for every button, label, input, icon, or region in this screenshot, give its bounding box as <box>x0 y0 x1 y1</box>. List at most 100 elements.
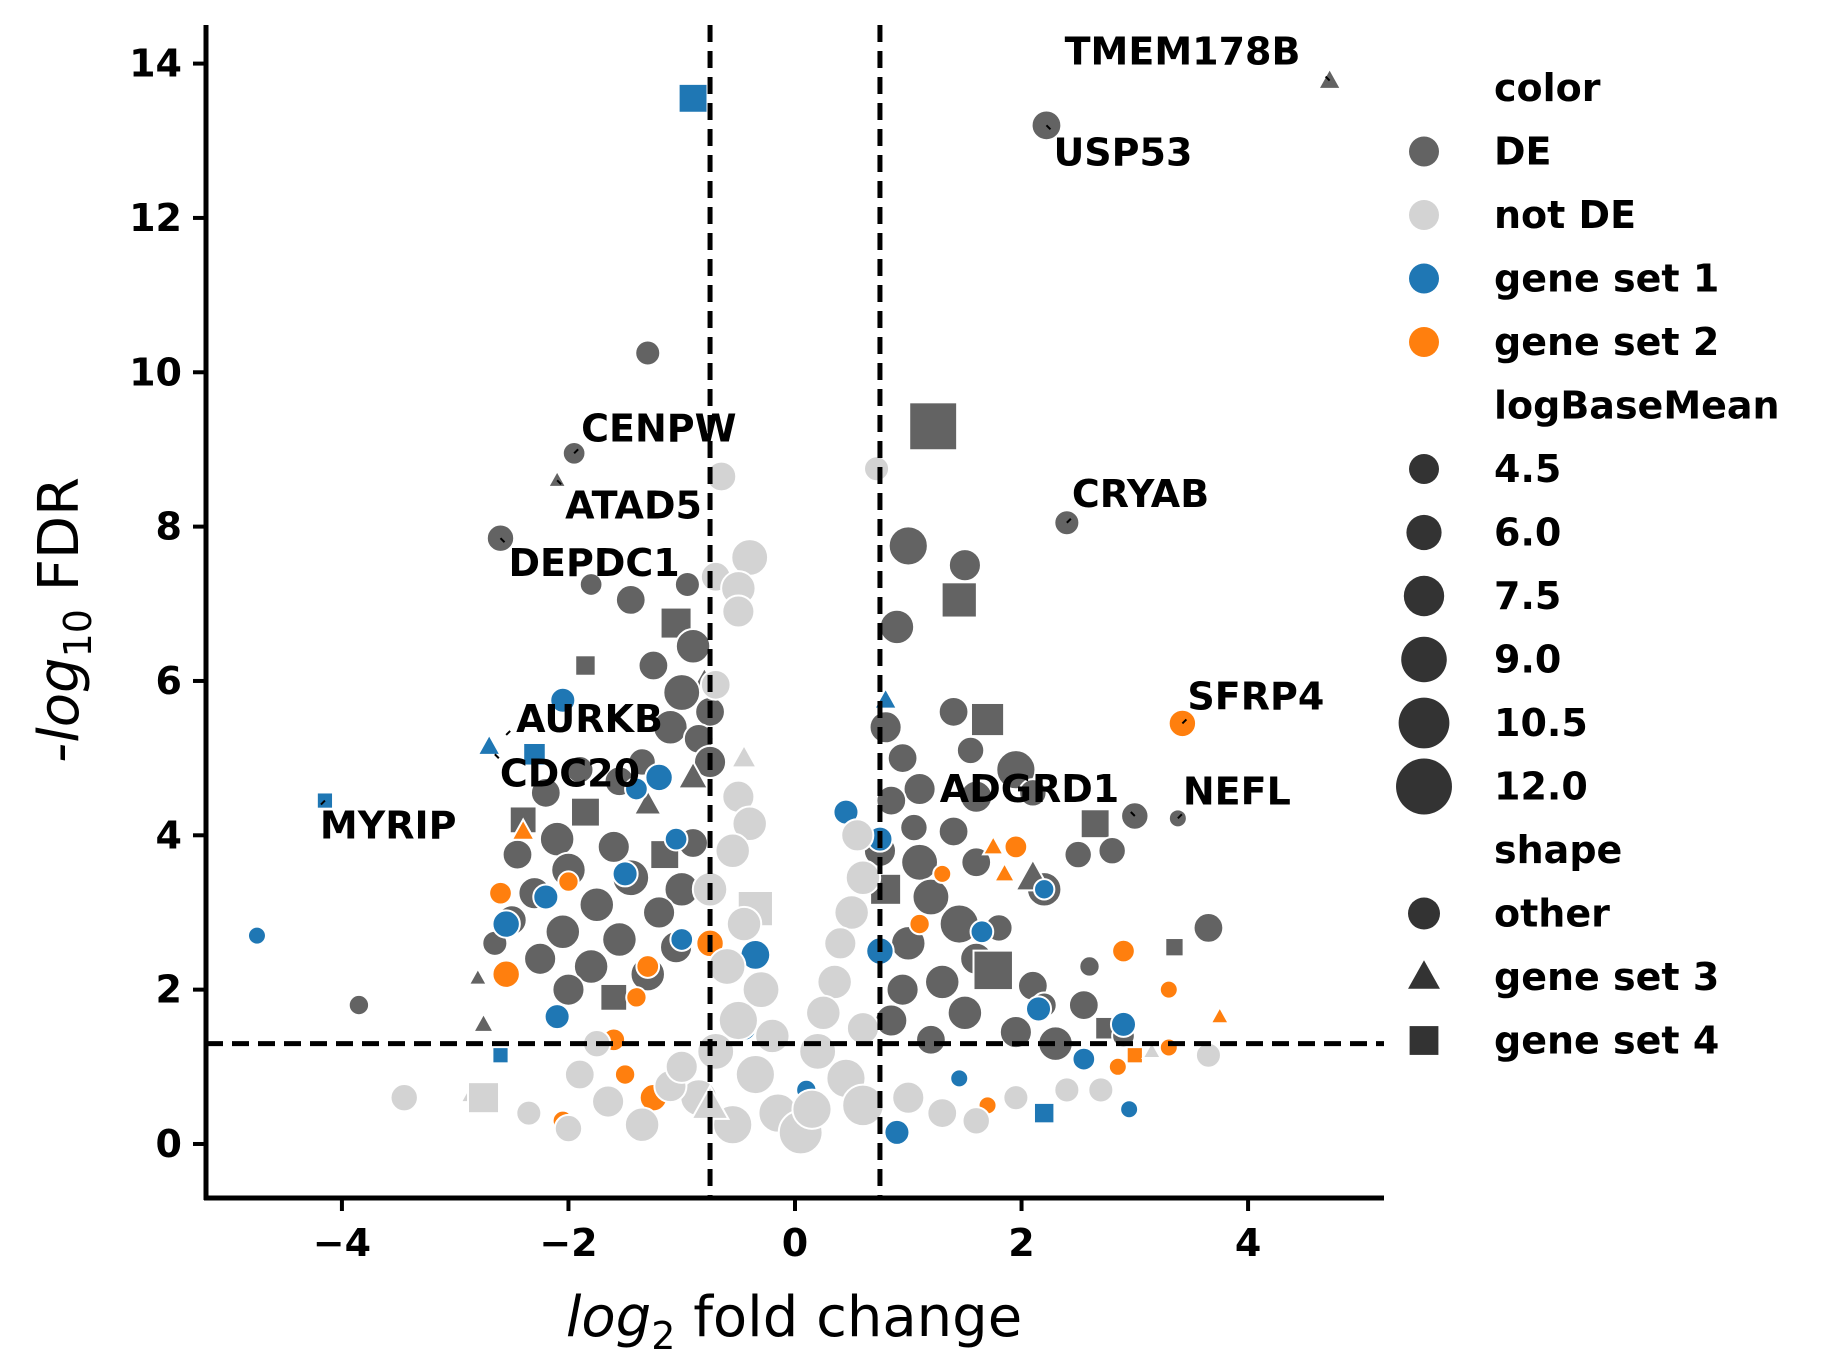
data-point <box>613 1063 637 1086</box>
data-point <box>1079 808 1111 840</box>
x-ticks: −4 −2 0 2 4 <box>313 1198 1261 1265</box>
data-point <box>1125 1046 1144 1065</box>
data-point <box>389 1082 419 1113</box>
x-tick-label: −2 <box>539 1221 597 1265</box>
label-leader <box>494 753 500 759</box>
label-leader <box>320 799 326 806</box>
legend-label: 9.0 <box>1494 638 1561 682</box>
data-point <box>1002 1084 1030 1112</box>
label-leader <box>1177 813 1183 820</box>
data-point <box>1025 995 1053 1023</box>
legend-title-shape: shape <box>1494 828 1622 872</box>
data-point <box>578 572 604 597</box>
data-point <box>816 963 853 1001</box>
data-point <box>637 649 670 682</box>
data-point <box>911 877 951 917</box>
data-point <box>625 986 648 1009</box>
data-point <box>998 1015 1033 1050</box>
y-axis-title: -log10 FDR <box>27 477 100 763</box>
data-point <box>908 401 959 452</box>
data-point <box>543 1003 571 1031</box>
legend-shape-marker <box>1408 897 1440 930</box>
data-point <box>961 1106 991 1136</box>
data-point <box>642 895 677 930</box>
data-point <box>1003 834 1029 860</box>
data-point <box>995 749 1037 791</box>
x-tick-label: −4 <box>313 1221 371 1265</box>
data-point <box>969 919 995 945</box>
series-gene-set-1 <box>246 82 1140 1146</box>
data-point <box>664 1049 699 1084</box>
data-point <box>1032 1101 1056 1125</box>
data-point <box>551 972 586 1007</box>
data-point <box>1078 955 1101 978</box>
data-point <box>652 709 689 746</box>
data-point <box>635 954 661 979</box>
label-leader <box>1130 811 1136 817</box>
data-point <box>488 880 513 906</box>
data-point <box>721 594 756 629</box>
data-point <box>972 949 1014 992</box>
data-point <box>669 927 695 952</box>
data-point <box>1107 1056 1128 1077</box>
data-point <box>532 883 560 911</box>
data-point <box>902 771 937 807</box>
data-point <box>538 820 576 858</box>
label-leader <box>1324 75 1331 82</box>
gene-label: TMEM178B <box>1065 30 1301 74</box>
legend-label: 10.5 <box>1494 701 1588 745</box>
data-point <box>467 966 489 986</box>
data-point <box>731 805 768 842</box>
data-point <box>1087 1076 1115 1104</box>
data-point <box>883 1118 911 1146</box>
data-point <box>491 1046 510 1065</box>
data-point <box>741 970 781 1010</box>
y-tick-label: 6 <box>156 659 182 703</box>
label-leader <box>1066 518 1072 524</box>
data-point <box>501 838 534 871</box>
data-point <box>696 1031 736 1071</box>
data-point <box>546 468 568 488</box>
gene-labels: TMEM178B USP53 CENPW ATAD5 CRYAB DEPDC1 SFRP4 A… <box>320 30 1331 848</box>
legend-label: not DE <box>1494 193 1636 237</box>
data-point <box>544 913 582 950</box>
data-point <box>699 668 732 701</box>
data-point <box>491 959 521 989</box>
data-point <box>563 1058 596 1091</box>
legend-marker <box>1409 327 1439 357</box>
legend-marker <box>1409 136 1439 167</box>
data-point <box>1158 979 1179 1000</box>
legend-label: gene set 4 <box>1494 1019 1719 1063</box>
data-point <box>1120 801 1150 831</box>
threshold-lines <box>206 25 1384 1198</box>
label-leader <box>505 730 511 736</box>
data-point <box>644 762 674 793</box>
legend-label: DE <box>1494 130 1552 174</box>
data-point <box>1067 989 1100 1021</box>
data-point <box>599 982 629 1012</box>
data-point <box>572 948 610 985</box>
data-point <box>1071 1046 1097 1072</box>
legend-label: 12.0 <box>1494 765 1588 809</box>
data-point <box>614 584 647 616</box>
data-point <box>1316 66 1343 90</box>
data-point <box>574 654 597 677</box>
label-leader <box>573 448 579 455</box>
x-tick-label: 2 <box>1008 1221 1034 1265</box>
legend-label: gene set 1 <box>1494 257 1719 301</box>
data-point <box>529 776 562 809</box>
y-ticks: 0 2 4 6 8 10 12 14 <box>129 42 206 1166</box>
data-point <box>924 963 961 1001</box>
data-point <box>845 1011 881 1046</box>
x-tick-label: 0 <box>782 1221 808 1265</box>
data-point <box>899 812 929 843</box>
gene-label: CDC20 <box>500 751 640 795</box>
data-point <box>578 886 616 923</box>
legend-size-marker <box>1401 636 1447 683</box>
label-leader <box>1181 718 1188 725</box>
data-point <box>570 796 601 828</box>
data-point <box>676 759 710 790</box>
data-point <box>632 787 664 816</box>
gene-label: CENPW <box>581 406 736 450</box>
data-point <box>878 608 916 646</box>
